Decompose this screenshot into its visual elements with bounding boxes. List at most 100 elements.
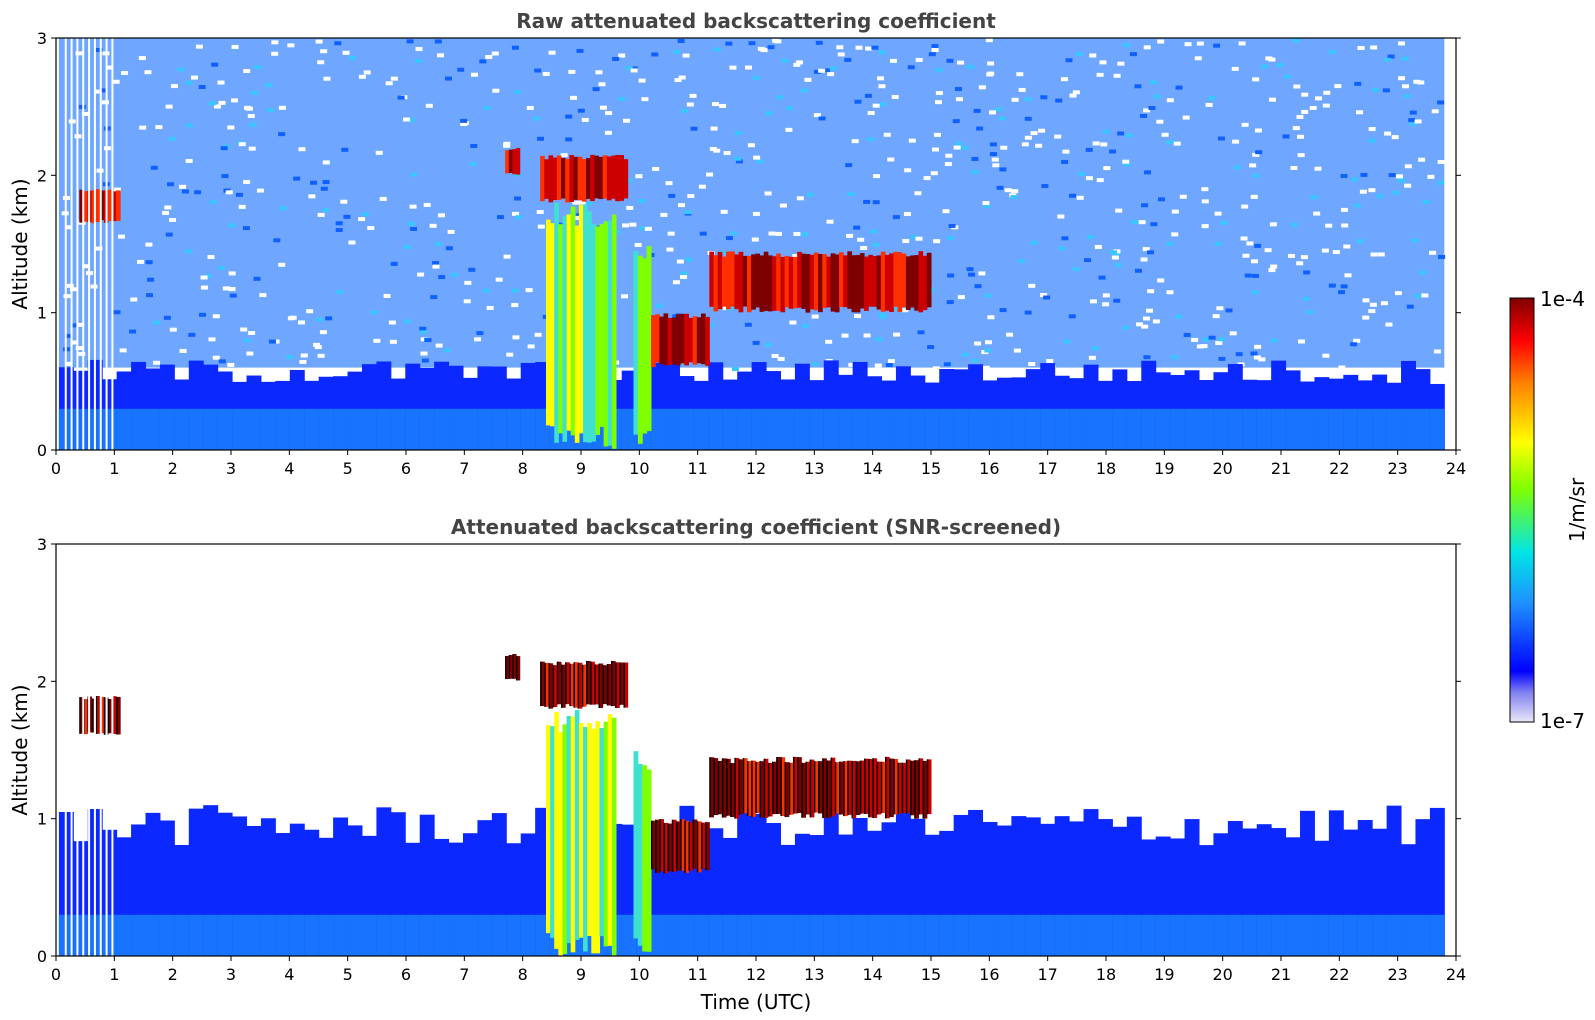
boundary-layer-lower xyxy=(174,408,190,450)
noise-pixel xyxy=(361,212,369,217)
noise-pixel xyxy=(753,155,761,160)
noise-pixel xyxy=(672,280,680,285)
precipitation-cell xyxy=(566,716,572,944)
precipitation-cell xyxy=(562,724,568,955)
noise-pixel xyxy=(317,212,325,217)
boundary-layer-lower xyxy=(477,408,493,450)
noise-pixel xyxy=(503,143,511,148)
cloud-cell xyxy=(755,761,761,813)
noise-pixel xyxy=(495,277,503,282)
noise-pixel xyxy=(1276,63,1284,68)
noise-pixel xyxy=(1282,134,1290,139)
boundary-layer-lower xyxy=(722,408,738,450)
cloud-cell xyxy=(561,664,566,708)
boundary-layer-lower xyxy=(1429,408,1445,450)
noise-pixel xyxy=(66,283,74,288)
noise-pixel xyxy=(1362,298,1370,303)
noise-pixel xyxy=(879,314,887,319)
noise-pixel xyxy=(1235,352,1243,357)
noise-pixel xyxy=(1089,299,1097,304)
cloud-cell xyxy=(696,317,702,364)
noise-pixel xyxy=(1288,253,1296,258)
noise-pixel xyxy=(720,250,728,255)
cloud-cell xyxy=(505,655,510,680)
noise-pixel xyxy=(397,95,405,100)
boundary-layer-lower xyxy=(1300,914,1315,956)
noise-pixel xyxy=(1141,203,1149,208)
cloud-screened-cell xyxy=(746,761,749,816)
heatmap-area xyxy=(58,38,1446,450)
noise-pixel xyxy=(194,190,202,195)
noise-pixel xyxy=(1061,159,1069,164)
noise-pixel xyxy=(312,342,320,347)
boundary-layer-lower xyxy=(1328,914,1344,956)
noise-pixel xyxy=(1011,97,1019,102)
cloud-cell xyxy=(838,252,844,307)
boundary-layer-lower xyxy=(260,914,276,956)
noise-pixel xyxy=(1290,165,1298,170)
noise-pixel xyxy=(1129,52,1137,57)
noise-pixel xyxy=(1301,92,1309,97)
boundary-layer-lower xyxy=(462,914,478,956)
noise-pixel xyxy=(889,58,897,63)
boundary-layer-lower xyxy=(867,408,883,450)
noise-pixel xyxy=(403,117,411,122)
noise-pixel xyxy=(1362,315,1370,320)
noise-pixel xyxy=(77,322,85,327)
x-tick-label: 18 xyxy=(1096,965,1116,984)
cloud-cell xyxy=(834,254,840,313)
x-tick-label: 21 xyxy=(1271,459,1291,478)
noise-pixel xyxy=(1241,204,1249,209)
noise-pixel xyxy=(974,284,982,289)
cloud-cell xyxy=(813,252,819,311)
noise-pixel xyxy=(248,331,256,336)
cloud-screened-cell xyxy=(611,660,613,707)
noise-pixel xyxy=(709,147,717,152)
noise-pixel xyxy=(931,47,939,52)
noise-pixel xyxy=(947,273,955,278)
cloud-screened-cell xyxy=(651,820,653,870)
cloud-cell xyxy=(565,662,570,705)
noise-pixel xyxy=(1270,264,1278,269)
cloud-cell xyxy=(805,761,811,815)
cloud-cell xyxy=(776,757,781,814)
noise-pixel xyxy=(1385,322,1393,327)
noise-pixel xyxy=(271,40,279,45)
noise-pixel xyxy=(974,341,982,346)
precipitation-cell xyxy=(591,224,596,442)
noise-pixel xyxy=(846,233,854,238)
noise-pixel xyxy=(1254,344,1262,349)
noise-pixel xyxy=(973,108,981,113)
boundary-layer-lower xyxy=(1285,408,1301,450)
noise-pixel xyxy=(1325,223,1333,228)
cloud-screened-cell xyxy=(721,758,724,818)
cloud-cell xyxy=(594,155,599,199)
precipitation-cell xyxy=(587,211,592,443)
noise-pixel xyxy=(1296,114,1304,119)
noise-pixel xyxy=(506,352,514,357)
noise-pixel xyxy=(254,65,262,70)
cloud-cell xyxy=(569,663,574,707)
noise-pixel xyxy=(599,105,607,110)
noise-pixel xyxy=(752,340,760,345)
noise-pixel xyxy=(1085,176,1093,181)
noise-pixel xyxy=(470,72,478,77)
noise-pixel xyxy=(565,137,573,142)
x-tick-label: 5 xyxy=(343,459,353,478)
noise-pixel xyxy=(1344,273,1352,278)
cloud-screened-cell xyxy=(548,663,550,709)
noise-pixel xyxy=(1328,283,1336,288)
boundary-layer-lower xyxy=(232,408,248,450)
boundary-layer-lower xyxy=(1184,914,1200,956)
cloud-cell xyxy=(569,155,574,202)
noise-pixel xyxy=(1024,97,1032,102)
noise-pixel xyxy=(928,52,936,57)
boundary-layer-lower xyxy=(217,914,233,956)
cloud-cell xyxy=(801,253,807,309)
noise-pixel xyxy=(598,82,606,87)
cloud-cell xyxy=(897,252,903,312)
noise-pixel xyxy=(851,139,859,144)
noise-pixel xyxy=(1341,207,1349,212)
noise-pixel xyxy=(1369,302,1377,307)
noise-pixel xyxy=(1085,147,1093,152)
